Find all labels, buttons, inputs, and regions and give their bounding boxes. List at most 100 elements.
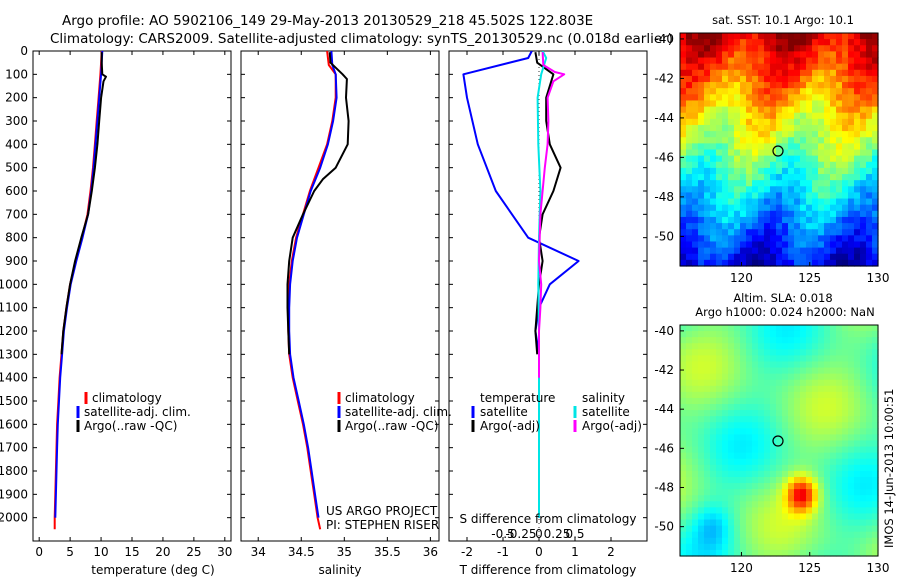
map-cell [710, 124, 717, 132]
map-cell [758, 94, 765, 102]
map-cell [764, 495, 771, 502]
map-cell [836, 51, 843, 59]
map-cell [770, 63, 777, 71]
map-cell [818, 549, 825, 557]
map-cell [800, 131, 807, 138]
map-cell [812, 470, 819, 478]
map-cell [680, 507, 687, 515]
map-cell [848, 489, 855, 496]
map-cell [680, 155, 687, 163]
map-cell [770, 379, 777, 387]
map-cell [806, 180, 813, 187]
map-cell [830, 428, 837, 436]
map-cell [824, 519, 831, 527]
map-cell [722, 404, 729, 411]
map-cell [686, 495, 693, 502]
map-cell [758, 397, 765, 405]
map-cell [776, 118, 783, 126]
map-cell [686, 537, 693, 545]
map-cell [854, 253, 861, 261]
map-cell [836, 349, 843, 356]
map-cell [824, 161, 831, 169]
map-cell [734, 507, 741, 515]
map-cell [836, 391, 843, 399]
map-cell [842, 106, 849, 114]
map-cell [704, 404, 711, 411]
map-cell [758, 501, 765, 508]
map-cell [806, 198, 813, 206]
map-cell [842, 192, 849, 200]
map-cell [734, 428, 741, 436]
map-cell [854, 513, 861, 521]
map-cell [842, 525, 849, 533]
map-cell [788, 452, 795, 460]
map-cell [776, 253, 783, 261]
map-cell [842, 137, 849, 144]
map-cell [818, 131, 825, 138]
map-cell [854, 143, 861, 151]
map-cell [860, 186, 867, 194]
map-cell [782, 343, 789, 350]
map-cell [734, 343, 741, 350]
map-cell [800, 343, 807, 350]
map-cell [734, 88, 741, 95]
map-cell [824, 416, 831, 423]
map-cell [698, 63, 705, 71]
map-cell [716, 397, 723, 405]
map-cell [866, 167, 873, 175]
map-cell [788, 331, 795, 338]
map-cell [758, 143, 765, 151]
map-cell [704, 253, 711, 261]
map-cell [818, 39, 825, 46]
map-cell [740, 131, 747, 138]
map-cell [776, 513, 783, 521]
map-cell [824, 229, 831, 236]
map-cell [686, 531, 693, 539]
map-cell [722, 483, 729, 490]
map-cell [692, 385, 699, 393]
map-cell [830, 367, 837, 375]
map-cell [860, 223, 867, 230]
map-cell [866, 349, 873, 356]
map-cell [728, 458, 735, 466]
map-cell [872, 513, 879, 521]
map-cell [758, 235, 765, 243]
map-cell [686, 112, 693, 120]
map-cell [680, 537, 687, 545]
map-cell [806, 373, 813, 381]
map-cell [806, 235, 813, 243]
map-cell [824, 373, 831, 381]
map-cell [770, 434, 777, 442]
map-cell [836, 331, 843, 338]
map-cell [782, 373, 789, 381]
map-cell [722, 373, 729, 381]
map-cell [764, 434, 771, 442]
map-cell [710, 259, 717, 267]
map-cell [770, 331, 777, 338]
map-cell [734, 337, 741, 344]
map-cell [716, 519, 723, 527]
map-cell [716, 51, 723, 59]
map-cell [698, 247, 705, 255]
map-cell [740, 428, 747, 436]
map-cell [842, 216, 849, 224]
map-cell [722, 446, 729, 454]
map-cell [866, 325, 873, 332]
map-cell [818, 82, 825, 89]
map-cell [728, 63, 735, 71]
map-cell [710, 229, 717, 236]
map-cell [692, 192, 699, 200]
map-cell [854, 106, 861, 114]
map-cell [680, 124, 687, 132]
map-cell [854, 198, 861, 206]
map-cell [812, 537, 819, 545]
map-cell [860, 253, 867, 261]
map-cell [728, 94, 735, 102]
map-cell [860, 155, 867, 163]
map-cell [872, 507, 879, 515]
map-cell [692, 131, 699, 138]
map-cell [686, 223, 693, 230]
map-cell [770, 259, 777, 267]
map-cell [692, 397, 699, 405]
map-cell [872, 161, 879, 169]
